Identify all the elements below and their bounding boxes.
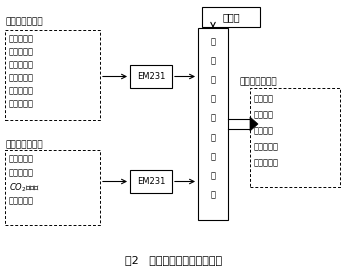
Text: 图2   控制系统的硬件结构框图: 图2 控制系统的硬件结构框图	[125, 255, 223, 265]
Text: 水箱加热器: 水箱加热器	[254, 158, 279, 167]
Text: $\mathit{CO}_2$传感器: $\mathit{CO}_2$传感器	[9, 182, 40, 194]
Text: 湿度传感器: 湿度传感器	[9, 47, 34, 56]
Text: 温度调节阀: 温度调节阀	[254, 142, 279, 151]
Text: EM231: EM231	[137, 72, 165, 81]
Text: 门: 门	[211, 56, 215, 65]
Text: 可: 可	[211, 94, 215, 103]
Text: EM231: EM231	[137, 177, 165, 186]
Text: 温度传感器: 温度传感器	[9, 34, 34, 43]
Text: 编: 编	[211, 114, 215, 123]
Text: 风向传感器: 风向传感器	[9, 86, 34, 95]
Text: 室外环境传感器: 室外环境传感器	[5, 17, 42, 26]
Bar	[198, 28, 228, 220]
Text: 制: 制	[211, 171, 215, 180]
Text: 湿度传感器: 湿度传感器	[9, 168, 34, 177]
Text: 光照传感器: 光照传感器	[9, 60, 34, 69]
Text: 上位机: 上位机	[222, 12, 240, 22]
Polygon shape	[250, 117, 258, 131]
Text: 控: 控	[211, 152, 215, 161]
Text: 温度传感器: 温度传感器	[9, 154, 34, 163]
Text: 驱动及执行部分: 驱动及执行部分	[240, 77, 278, 86]
Text: 程: 程	[211, 133, 215, 142]
Text: 通风电机: 通风电机	[254, 126, 274, 135]
Text: 室内环境传感器: 室内环境传感器	[5, 140, 42, 149]
Text: 开窗电机: 开窗电机	[254, 94, 274, 103]
Text: 测雨传感器: 测雨传感器	[9, 99, 34, 108]
Text: 遮阳电机: 遮阳电机	[254, 110, 274, 119]
Bar	[130, 170, 172, 193]
Text: 风速传感器: 风速传感器	[9, 73, 34, 82]
Text: 器: 器	[211, 191, 215, 200]
Text: 西: 西	[211, 37, 215, 46]
Text: 子: 子	[211, 75, 215, 84]
Text: 限位传感器: 限位传感器	[9, 196, 34, 205]
Bar	[202, 7, 260, 27]
Bar	[130, 65, 172, 88]
